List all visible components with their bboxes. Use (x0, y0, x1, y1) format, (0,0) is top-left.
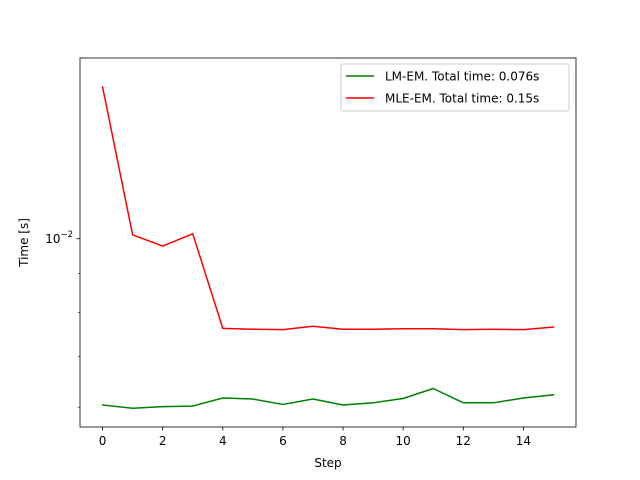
x-tick-label: 6 (279, 434, 287, 448)
data-point (402, 397, 404, 399)
x-axis: 0 2 4 6 8 10 12 14 (99, 427, 531, 448)
series-line-lm-em (101, 387, 555, 410)
data-point (161, 405, 163, 407)
data-point (462, 328, 464, 330)
data-point (342, 328, 344, 330)
data-point (192, 405, 194, 407)
data-point (312, 398, 314, 400)
y-tick-label: 10−2 (45, 230, 73, 246)
x-tick-label: 2 (159, 434, 167, 448)
data-point (282, 403, 284, 405)
x-tick-label: 8 (339, 434, 347, 448)
y-axis: 10−2 (45, 230, 80, 408)
data-point (252, 328, 254, 330)
x-axis-label: Step (314, 456, 341, 470)
data-point (552, 326, 554, 328)
data-point (432, 387, 434, 389)
plot-area (80, 58, 576, 427)
data-point (492, 328, 494, 330)
data-point (192, 233, 194, 235)
series-layer (101, 85, 555, 410)
data-point (522, 328, 524, 330)
legend-box (340, 63, 570, 112)
x-tick-label: 10 (396, 434, 411, 448)
data-point (131, 234, 133, 236)
data-point (282, 328, 284, 330)
x-tick-label: 14 (516, 434, 531, 448)
x-tick-label: 4 (219, 434, 227, 448)
legend-label-lm-em: LM-EM. Total time: 0.076s (385, 70, 539, 84)
series-line-mle-em (101, 85, 555, 331)
legend-label-mle-em: MLE-EM. Total time: 0.15s (385, 92, 539, 106)
data-point (432, 328, 434, 330)
data-point (222, 327, 224, 329)
data-point (372, 328, 374, 330)
data-point (312, 325, 314, 327)
data-point (402, 328, 404, 330)
plot-frame (79, 57, 577, 428)
data-point (522, 397, 524, 399)
data-point (161, 245, 163, 247)
data-point (462, 402, 464, 404)
y-axis-label: Time [s] (17, 218, 31, 268)
data-point (492, 402, 494, 404)
legend: LM-EM. Total time: 0.076s MLE-EM. Total … (340, 63, 570, 112)
data-point (342, 404, 344, 406)
data-point (552, 394, 554, 396)
data-point (101, 86, 103, 88)
x-tick-label: 12 (456, 434, 471, 448)
data-point (372, 402, 374, 404)
data-point (252, 398, 254, 400)
data-point (222, 397, 224, 399)
x-tick-label: 0 (99, 434, 107, 448)
data-point (101, 404, 103, 406)
data-point (131, 407, 133, 409)
